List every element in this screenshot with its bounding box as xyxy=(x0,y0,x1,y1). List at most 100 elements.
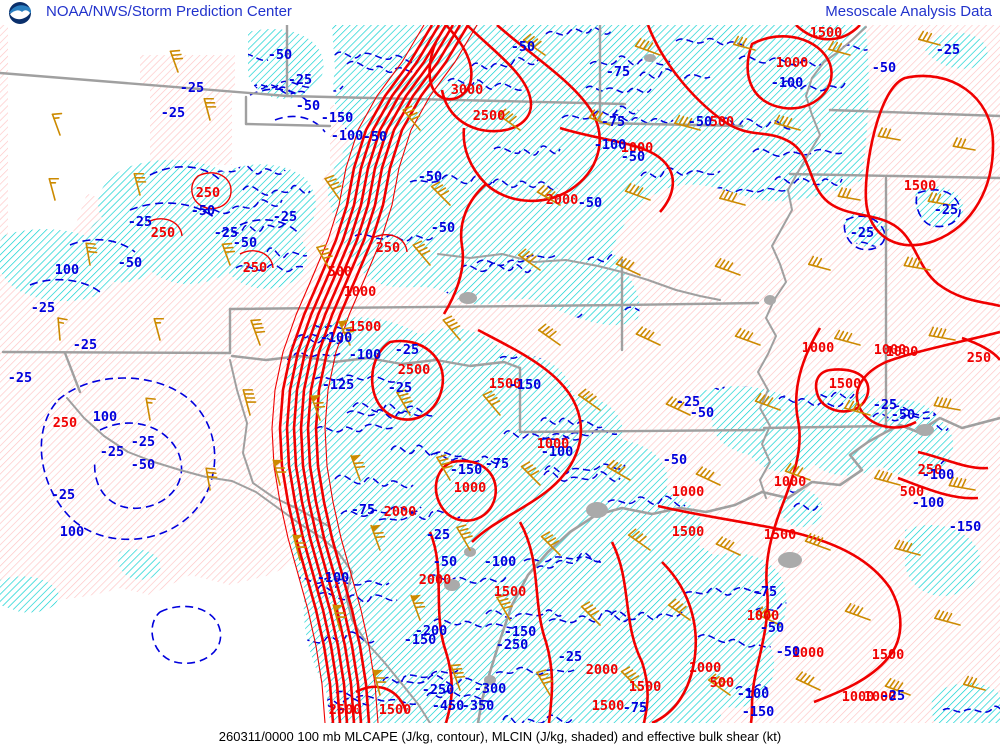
map-caption: 260311/0000 100 mb MLCAPE (J/kg, contour… xyxy=(0,723,1000,750)
wind-barb-icon xyxy=(804,532,831,551)
cin-label: -25 xyxy=(51,487,75,503)
cin-label: -50 xyxy=(621,149,645,165)
cin-label: -150 xyxy=(949,519,982,535)
cape-label: 2500 xyxy=(329,702,362,718)
cin-label: -25 xyxy=(395,342,419,358)
wind-barb-icon xyxy=(917,30,941,46)
wind-barb-icon xyxy=(695,466,721,486)
cin-label: -50 xyxy=(418,169,442,185)
wind-barb-icon xyxy=(48,177,60,201)
wind-barb-icon xyxy=(456,524,473,551)
wind-barb-icon xyxy=(577,388,601,411)
cin-label: -25 xyxy=(934,202,958,218)
cape-label: 1500 xyxy=(494,584,527,600)
cin-label: -100 xyxy=(594,137,627,153)
cin-label: -25 xyxy=(850,225,874,241)
cin-label: -25 xyxy=(128,214,152,230)
cin-label: 100 xyxy=(60,524,84,540)
cin-label: 100 xyxy=(93,409,117,425)
cin-label: -250 xyxy=(422,682,455,698)
wind-barb-icon xyxy=(496,594,513,621)
cape-label: 2000 xyxy=(419,572,452,588)
cape-label: 1500 xyxy=(629,679,662,695)
cape-label: 1500 xyxy=(872,647,905,663)
wind-barb-icon xyxy=(795,671,821,691)
wind-barb-icon xyxy=(169,49,184,73)
cin-label: -25 xyxy=(131,434,155,450)
wind-barb-icon xyxy=(927,192,951,206)
cape-label: 1000 xyxy=(864,689,897,705)
wind-barb-icon xyxy=(372,669,387,696)
noaa-logo-icon xyxy=(9,2,31,24)
wind-barb-icon xyxy=(827,40,851,56)
wind-barb-icon xyxy=(714,257,741,276)
cin-label: -25 xyxy=(273,209,297,225)
header-bar: NOAA/NWS/Storm Prediction Center Mesosca… xyxy=(0,0,1000,25)
wind-barb-icon xyxy=(933,396,961,411)
cin-label: -200 xyxy=(415,623,448,639)
wind-barb-icon xyxy=(707,673,731,696)
wind-barb-icon xyxy=(396,389,413,416)
wind-barb-icon xyxy=(412,240,431,266)
cape-label: 1500 xyxy=(904,178,937,194)
cin-label: -50 xyxy=(760,620,784,636)
cin-label: -100 xyxy=(771,75,804,91)
wind-barb-icon xyxy=(242,389,257,416)
cape-label: 250 xyxy=(53,415,77,431)
cape-label: 1000 xyxy=(774,474,807,490)
cape-label: 1000 xyxy=(689,660,722,676)
cape-label: 1000 xyxy=(802,340,835,356)
wind-barb-icon xyxy=(877,127,901,141)
cin-label: -150 xyxy=(404,632,437,648)
cin-label: -25 xyxy=(558,649,582,665)
cin-label: -75 xyxy=(485,456,509,472)
cape-label: 1500 xyxy=(489,376,522,392)
wind-barb-icon xyxy=(536,669,553,696)
cin-label: -50 xyxy=(191,203,215,219)
wind-barb-icon xyxy=(410,594,426,621)
cin-label: -100 xyxy=(737,686,770,702)
wind-barb-icon xyxy=(606,459,631,481)
cape-label: 1000 xyxy=(776,55,809,71)
cape-label: 250 xyxy=(196,185,220,201)
wind-barb-icon xyxy=(350,454,366,481)
wind-barb-icon xyxy=(436,454,453,481)
wind-barb-icon xyxy=(844,602,871,621)
cin-label: -100 xyxy=(922,467,955,483)
cape-label: 500 xyxy=(710,675,734,691)
cin-label: -25 xyxy=(8,370,32,386)
wind-barb-icon xyxy=(837,187,861,201)
cin-label: -25 xyxy=(31,300,55,316)
cin-label: -50 xyxy=(268,47,292,63)
cin-label: -75 xyxy=(623,700,647,716)
cin-label: -75 xyxy=(351,502,375,518)
wind-barb-icon xyxy=(755,606,781,626)
wind-barb-icon xyxy=(133,172,147,196)
cape-label: 1000 xyxy=(842,689,875,705)
wind-barb-icon xyxy=(442,315,461,341)
cin-label: -50 xyxy=(872,60,896,76)
wind-barb-icon xyxy=(634,37,661,56)
wind-barb-icon xyxy=(774,114,801,131)
cape-label: 2000 xyxy=(384,504,417,520)
cape-label: 1000 xyxy=(792,645,825,661)
cin-label: -50 xyxy=(511,39,535,55)
wind-barb-icon xyxy=(620,666,641,691)
cape-label: 1000 xyxy=(672,484,705,500)
cin-label: -100 xyxy=(320,330,353,346)
wind-barb-icon xyxy=(292,534,307,561)
wind-barb-icon xyxy=(145,397,156,421)
cape-label: 500 xyxy=(328,264,352,280)
cin-label: -150 xyxy=(450,462,483,478)
wind-barb-icon xyxy=(250,318,266,346)
wind-barb-icon xyxy=(635,326,661,346)
cin-label: -100 xyxy=(317,570,350,586)
wind-barb-icon xyxy=(665,396,691,416)
cin-label: -50 xyxy=(431,220,455,236)
wind-barb-icon xyxy=(580,601,601,626)
wind-barb-icon xyxy=(540,531,561,556)
cin-label: -50 xyxy=(891,407,915,423)
wind-barb-icon xyxy=(952,137,976,151)
cape-label: 2000 xyxy=(546,192,579,208)
wind-barb-icon xyxy=(310,394,326,421)
